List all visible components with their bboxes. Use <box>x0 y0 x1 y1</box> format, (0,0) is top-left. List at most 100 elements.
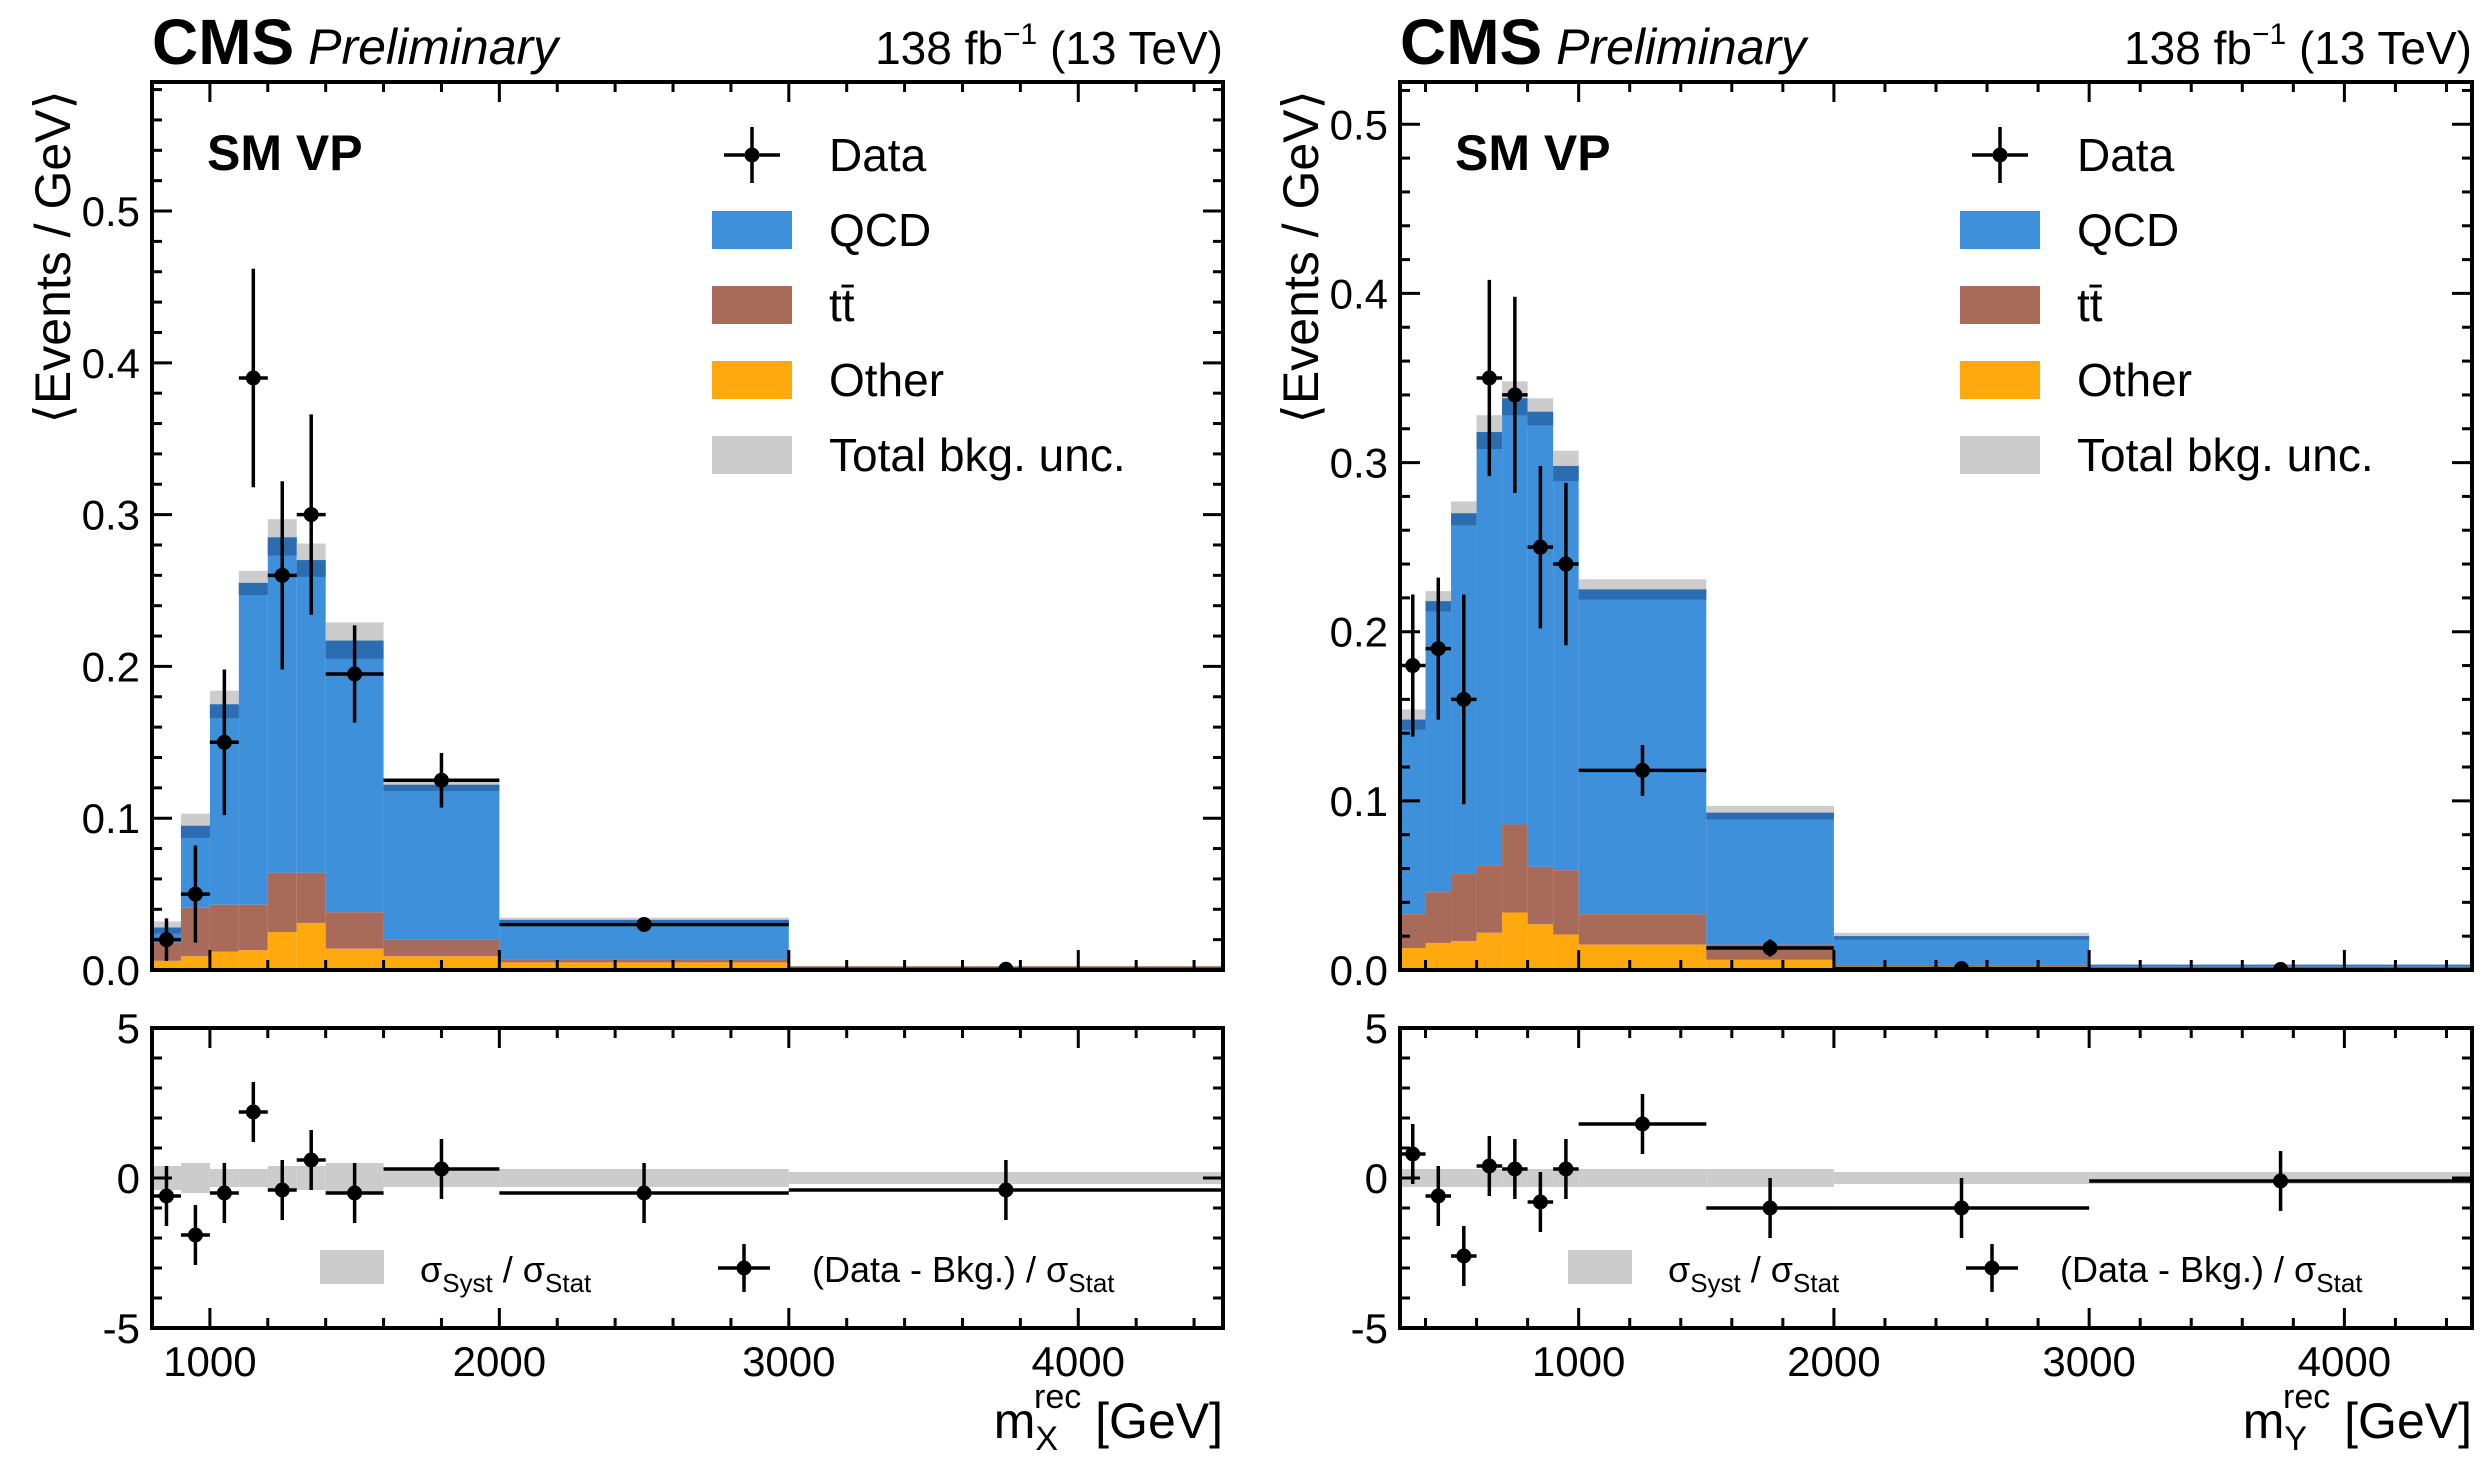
pull-text: (Data - Bkg.) / σ <box>812 1249 1068 1290</box>
data-point <box>267 481 297 670</box>
pull-marker <box>1954 1200 1970 1216</box>
qcd-unc-overlap <box>1706 812 1834 820</box>
y-axis-ticks: 0.0 0.1 0.2 0.3 0.4 0.5 <box>82 88 1223 994</box>
pull-point <box>1553 1139 1579 1199</box>
other-bar <box>1527 924 1554 970</box>
data-point <box>1451 594 1477 805</box>
pull-point <box>267 1160 297 1220</box>
qcd-bar <box>383 784 500 940</box>
pull-marker <box>1634 1116 1650 1132</box>
ratio-tick-label: 5 <box>1365 1005 1388 1052</box>
syst-over: / σ <box>493 1249 545 1290</box>
data-point <box>180 845 210 943</box>
data-marker <box>1405 658 1421 674</box>
y-tick-label: 0.4 <box>82 340 140 387</box>
ratio-legend: σSyst / σStat (Data - Bkg.) / σStat <box>320 1244 1115 1298</box>
x-label-main: m <box>2243 1393 2285 1449</box>
lumi-text: 138 fb <box>2124 22 2252 74</box>
lumi-text: 138 fb <box>875 22 1003 74</box>
x-tick-label: 1000 <box>1532 1338 1625 1385</box>
data-point <box>1425 577 1452 720</box>
ttbar-bar <box>209 904 239 952</box>
syst-band <box>180 1163 210 1193</box>
data-point <box>238 268 268 488</box>
other-bar <box>1502 912 1528 970</box>
pull-leg-dot <box>736 1260 752 1276</box>
ratio-contents <box>152 1082 1223 1265</box>
ratio-legend-syst-label: σSyst / σStat <box>1668 1249 1840 1298</box>
data-marker <box>347 666 363 682</box>
cms-label: CMS <box>152 6 294 78</box>
x-label-sub: Y <box>2284 1420 2307 1458</box>
other-bar <box>1706 959 1834 970</box>
legend-qcd-swatch <box>1960 211 2040 249</box>
data-marker <box>187 886 203 902</box>
y-tick-label: 0.3 <box>82 492 140 539</box>
ratio-y-ticks: -5 0 5 <box>103 1005 1223 1352</box>
space <box>294 19 308 75</box>
y-tick-label: 0.0 <box>82 947 140 994</box>
pull-marker <box>1456 1248 1472 1264</box>
data-point <box>325 625 384 723</box>
ttbar-bar <box>499 959 789 963</box>
lumi-label: 138 fb−1 (13 TeV) <box>2124 18 2472 74</box>
y-tick-label: 0.2 <box>1330 609 1388 656</box>
legend: Data QCD tt̄ Other Total bkg. unc. <box>1960 127 2374 481</box>
pull-marker <box>1558 1161 1574 1177</box>
legend-qcd-label: QCD <box>829 204 931 256</box>
ratio-legend-pull-label: (Data - Bkg.) / σStat <box>812 1249 1115 1298</box>
ttbar-bar <box>1425 892 1452 943</box>
y-tick-label: 0.5 <box>82 188 140 235</box>
data-marker <box>274 567 290 583</box>
pull-marker <box>347 1185 363 1201</box>
pull-marker <box>2273 1173 2289 1189</box>
pull-point <box>1400 1124 1426 1184</box>
pull-point <box>296 1130 326 1190</box>
x-label-main: m <box>994 1393 1036 1449</box>
pull-marker <box>1532 1194 1548 1210</box>
ratio-tick-label: -5 <box>103 1305 140 1352</box>
pull-marker <box>1405 1146 1421 1162</box>
legend-ttbar-swatch <box>712 286 792 324</box>
other-bar <box>152 960 181 970</box>
legend-unc-label: Total bkg. unc. <box>829 429 1126 481</box>
qcd-unc-overlap <box>1578 589 1707 600</box>
pull-marker <box>187 1227 203 1243</box>
pull-marker <box>433 1161 449 1177</box>
other-bar <box>238 950 268 970</box>
pull-marker <box>245 1104 261 1120</box>
data-marker <box>1762 940 1778 956</box>
pull-point <box>180 1205 210 1265</box>
legend-data-label: Data <box>829 129 927 181</box>
other-bar <box>267 932 297 970</box>
ttbar-bar <box>1451 873 1477 942</box>
data-point <box>1502 296 1528 494</box>
legend-data-marker <box>1972 127 2028 183</box>
legend-other-swatch <box>712 361 792 399</box>
other-bar <box>1451 941 1477 970</box>
qcd-unc-overlap <box>1553 465 1579 482</box>
ttbar-bar <box>267 872 297 933</box>
pull-point <box>1451 1226 1477 1286</box>
legend-qcd-swatch <box>712 211 792 249</box>
qcd-unc-overlap <box>1833 936 2090 940</box>
cms-header: CMS Preliminary <box>1400 6 1809 78</box>
data-marker <box>636 916 652 932</box>
ratio-tick-label: 5 <box>117 1005 140 1052</box>
x-tick-label: 3000 <box>2042 1338 2135 1385</box>
cms-label: CMS <box>1400 6 1542 78</box>
panel-1: 0.0 0.1 0.2 0.3 0.4 0.5 1000 2000 3000 4000 ⟨Event… <box>25 6 1225 1458</box>
x-axis-label: mXrec [GeV] <box>994 1378 1223 1458</box>
ratio-legend-pull-label: (Data - Bkg.) / σStat <box>2060 1249 2363 1298</box>
pull-point <box>2089 1151 2472 1211</box>
data-point <box>1476 279 1503 477</box>
pull-point <box>788 1160 1223 1220</box>
y-axis-label: ⟨Events / GeV⟩ <box>25 90 81 424</box>
data-marker <box>1954 961 1970 970</box>
data-marker <box>1634 762 1650 778</box>
legend-qcd-label: QCD <box>2077 204 2179 256</box>
legend-other-label: Other <box>2077 354 2192 406</box>
legend-unc-label: Total bkg. unc. <box>2077 429 2374 481</box>
region-label: SM VP <box>207 125 363 181</box>
